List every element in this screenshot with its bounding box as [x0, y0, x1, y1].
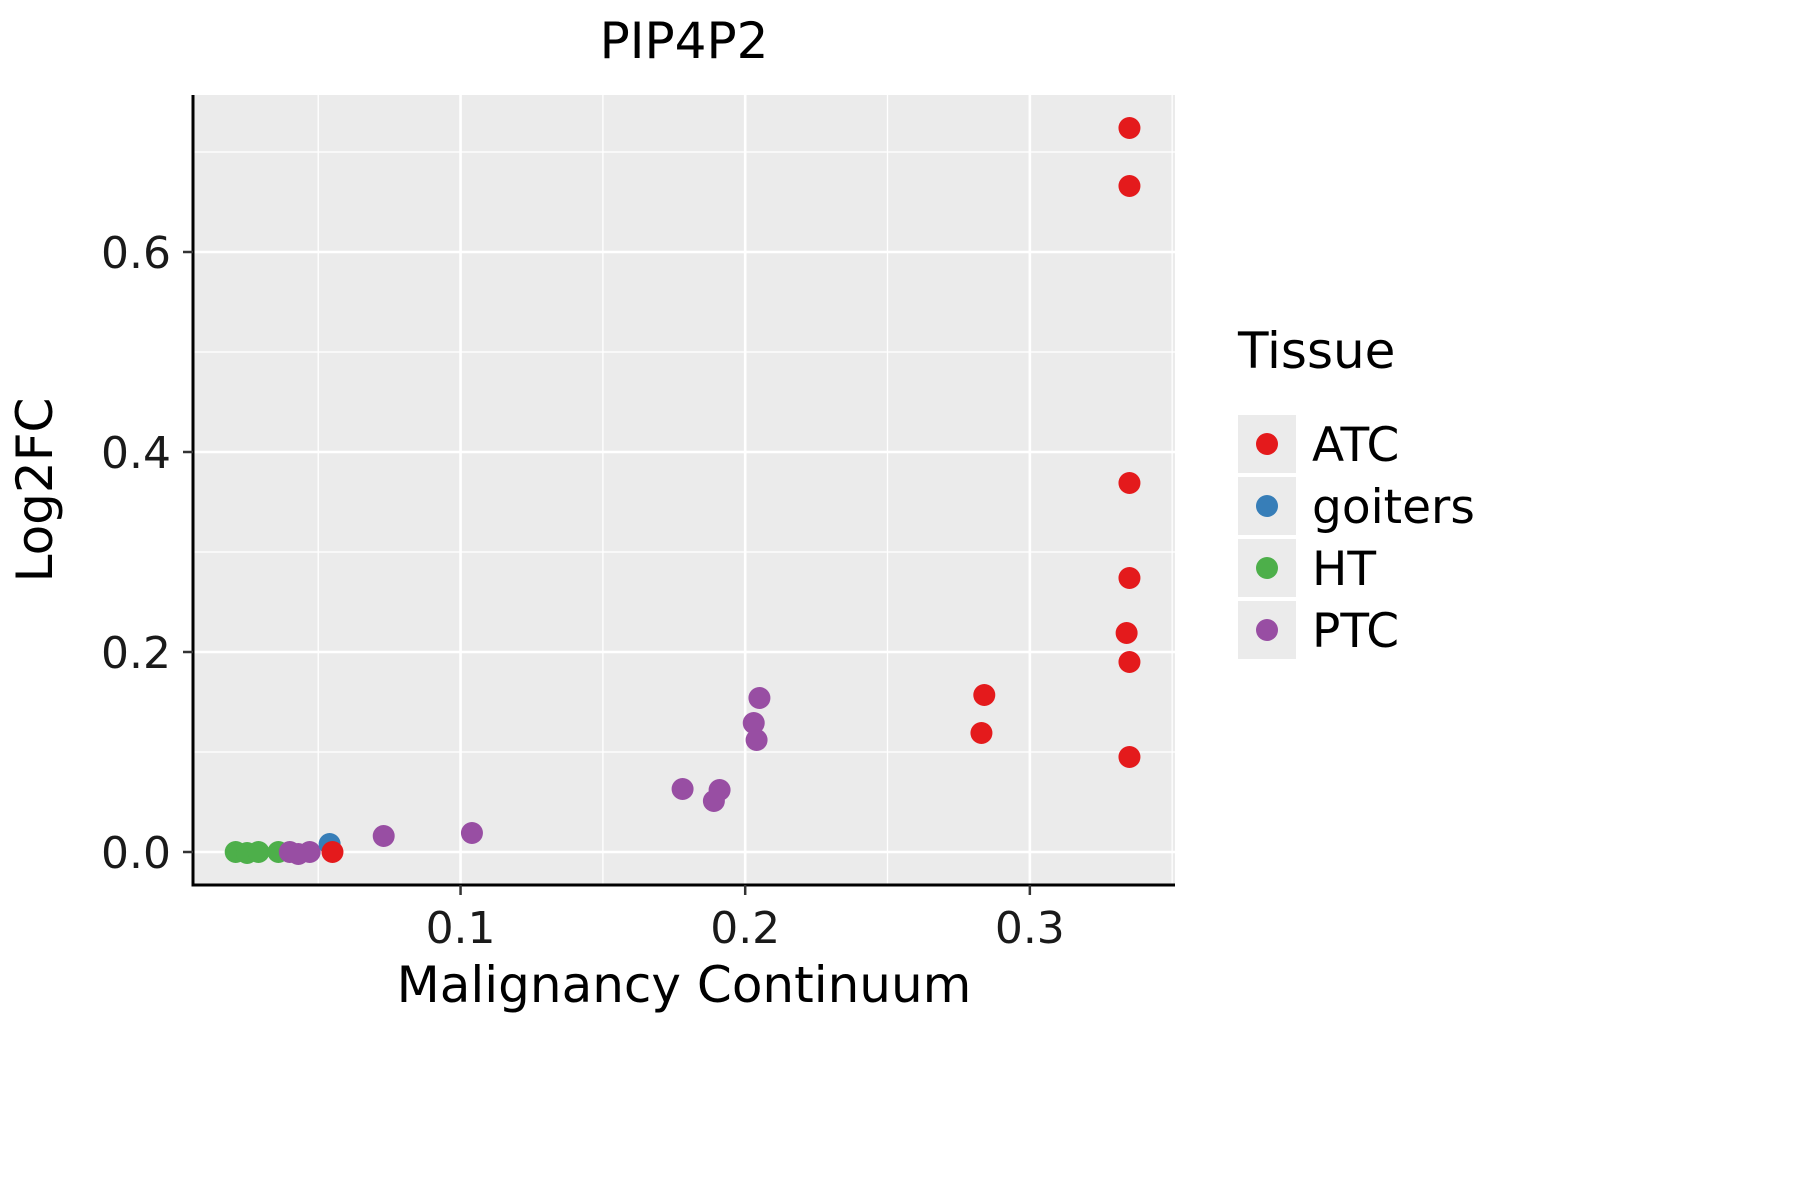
chart-title: PIP4P2 — [600, 12, 769, 70]
data-point-ATC — [1118, 651, 1141, 673]
data-point-PTC — [671, 778, 694, 800]
data-point-PTC — [372, 825, 395, 847]
gridlines — [193, 95, 1175, 885]
x-tick-labels: 0.1 0.2 0.3 — [426, 903, 1065, 954]
data-points — [224, 117, 1141, 865]
legend: Tissue ATC goiters HT PTC — [1237, 322, 1475, 659]
x-axis-label: Malignancy Continuum — [397, 956, 972, 1014]
data-point-ATC — [970, 722, 993, 744]
data-point-PTC — [708, 779, 731, 801]
data-point-ATC — [1118, 472, 1141, 494]
legend-label-HT: HT — [1312, 542, 1376, 597]
panel-background — [193, 95, 1175, 885]
data-point-ATC — [1118, 175, 1141, 197]
y-tick-label: 0.6 — [101, 228, 171, 279]
x-tick-label: 0.2 — [710, 903, 780, 954]
y-tick-label: 0.0 — [101, 828, 171, 879]
data-point-PTC — [298, 841, 321, 863]
data-point-PTC — [742, 712, 765, 734]
plot-panel — [193, 95, 1175, 885]
y-axis-label: Log2FC — [6, 398, 64, 583]
y-tick-label: 0.2 — [101, 628, 171, 679]
y-tick-label: 0.4 — [101, 428, 171, 479]
data-point-ATC — [321, 841, 344, 863]
x-tick-label: 0.1 — [426, 903, 496, 954]
legend-label-ATC: ATC — [1312, 418, 1399, 473]
legend-swatch-goiters — [1256, 495, 1278, 517]
data-point-PTC — [748, 687, 771, 709]
legend-label-PTC: PTC — [1312, 604, 1399, 659]
data-point-PTC — [460, 822, 483, 844]
legend-swatch-ATC — [1256, 433, 1278, 455]
legend-label-goiters: goiters — [1312, 480, 1475, 535]
x-tick-label: 0.3 — [995, 903, 1065, 954]
data-point-ATC — [1118, 117, 1141, 139]
axes — [183, 95, 1175, 895]
data-point-HT — [247, 841, 270, 863]
legend-items: ATC goiters HT PTC — [1238, 415, 1475, 659]
y-tick-labels: 0.0 0.2 0.4 0.6 — [101, 228, 171, 879]
data-point-PTC — [745, 729, 768, 751]
data-point-ATC — [1115, 622, 1138, 644]
legend-swatch-PTC — [1256, 619, 1278, 641]
data-point-ATC — [973, 684, 996, 706]
legend-title: Tissue — [1237, 322, 1395, 380]
data-point-ATC — [1118, 567, 1141, 589]
data-point-ATC — [1118, 746, 1141, 768]
legend-swatch-HT — [1256, 557, 1278, 579]
